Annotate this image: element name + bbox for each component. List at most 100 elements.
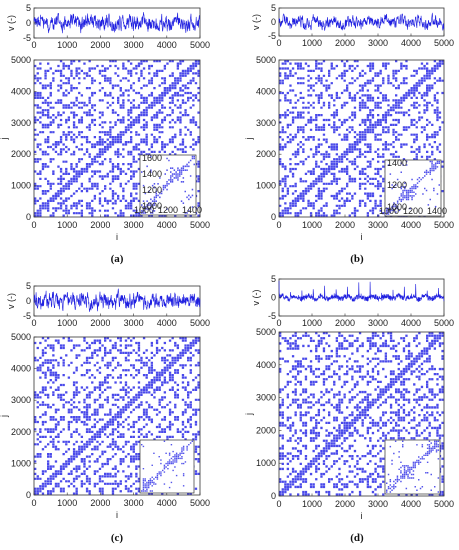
inset-points-d [386,440,440,493]
recurrence-a-xtick-label: 0 [31,220,36,230]
inset-ytick-label-b: 1200 [387,180,407,190]
signal-b-xtick-label: 1000 [302,38,322,48]
recurrence-xlabel-b: i [361,232,363,242]
signal-trace-d [278,280,445,303]
signal-a-xtick-label: 4000 [157,40,177,50]
recurrence-d-ytick-label: 4000 [256,360,276,370]
signal-b-xtick-label: 0 [276,38,281,48]
signal-b-ytick-label: 0 [271,17,276,27]
recurrence-a-ytick-label: 3000 [11,118,31,128]
signal-c-xtick-label: 2000 [90,318,110,328]
signal-a-xtick-label: 3000 [124,40,144,50]
signal-b-ytick-label: -5 [268,31,276,41]
recurrence-d-ytick-label: 1000 [256,458,276,468]
recurrence-a-ytick-label: 5000 [11,55,31,65]
recurrence-xlabel-c: i [116,510,118,520]
recurrence-c-xtick-label: 1000 [57,498,77,508]
signal-ylabel-a: v (-) [6,15,16,31]
panel-caption-c: (c) [111,532,124,544]
inset-points-a [141,155,195,214]
recurrence-axes-a [33,59,201,218]
signal-c-xtick-label: 4000 [157,318,177,328]
signal-d-ytick-label: 5 [271,274,276,284]
recurrence-b-ytick-label: 2000 [256,149,276,159]
panel-caption-a: (a) [111,253,124,265]
inset-points-c [141,440,194,492]
inset-ytick-label-b: 1000 [387,202,407,212]
signal-a-ytick-label: 0 [26,18,31,28]
signal-b-ytick-label: 5 [271,3,276,13]
signal-d-xtick-label: 3000 [368,318,388,328]
recurrence-c-xtick-label: 3000 [124,498,144,508]
recurrence-d-xtick-label: 2000 [335,499,355,509]
signal-b-xtick-label: 3000 [368,38,388,48]
recurrence-b-ytick-label: 4000 [256,86,276,96]
signal-trace-a [33,12,201,34]
signal-b-xtick-label: 2000 [335,38,355,48]
recurrence-plot-d: 0 1000 2000 3000 4000 5000 0 1000 2000 3000 4000 50… [244,327,454,521]
signal-b-xtick-label: 4000 [401,38,421,48]
recurrence-a-xtick-label: 5000 [190,220,210,230]
recurrence-d-ytick-label: 3000 [256,393,276,403]
recurrence-c-ytick-label: 4000 [11,364,31,374]
inset-xtick-label-a: 1000 [134,205,154,215]
recurrence-b-xtick-label: 3000 [368,220,388,230]
signal-d-xtick-label: 0 [276,318,281,328]
signal-a-xtick-label: 0 [31,40,36,50]
recurrence-a-ytick-label: 1000 [11,181,31,191]
recurrence-d-xtick-label: 0 [276,499,281,509]
recurrence-c-xtick-label: 2000 [90,498,110,508]
recurrence-a-ytick-label: 2000 [11,149,31,159]
signal-d-xtick-label: 5000 [434,318,454,328]
recurrence-a-xtick-label: 1000 [57,220,77,230]
inset-points-b [386,160,440,215]
recurrence-b-ytick-label: 5000 [256,55,276,65]
signal-d-ytick-label: -5 [268,311,276,321]
recurrence-b-xtick-label: 2000 [335,220,355,230]
signal-d-xtick-label: 4000 [401,318,421,328]
recurrence-c-ytick-label: 0 [26,490,31,500]
signal-b-xtick-label: 5000 [434,38,454,48]
recurrence-c-xtick-label: 0 [31,498,36,508]
recurrence-b-xtick-label: 0 [276,220,281,230]
inset-ytick-label-a: 1600 [142,153,162,163]
inset-xtick-label-b: 1000 [379,206,399,216]
recurrence-ylabel-a: j [0,138,9,141]
inset-xtick-label-a: 1200 [158,205,178,215]
recurrence-xlabel-a: i [116,232,118,242]
recurrence-axes-c [33,336,201,496]
recurrence-points-a [34,60,200,217]
recurrence-a-xtick-label: 4000 [157,220,177,230]
recurrence-c-ytick-label: 2000 [11,427,31,437]
recurrence-c-ytick-label: 5000 [11,332,31,342]
signal-trace-c [33,288,201,312]
recurrence-a-xtick-label: 3000 [124,220,144,230]
signal-d-ytick-label: 0 [271,293,276,303]
recurrence-b-ytick-label: 0 [271,212,276,222]
recurrence-d-xtick-label: 4000 [401,499,421,509]
recurrence-b-xtick-label: 4000 [401,220,421,230]
inset-xtick-label-a: 1400 [182,205,202,215]
recurrence-ylabel-b: j [244,138,254,141]
signal-ylabel-b: v (-) [251,14,261,30]
signal-c-xtick-label: 3000 [124,318,144,328]
signal-ylabel-c: v (-) [6,293,16,309]
recurrence-d-xtick-label: 1000 [302,499,322,509]
recurrence-ylabel-c: j [0,415,9,418]
signal-ylabel-d: v (-) [251,290,261,306]
panel-caption-d: (d) [350,532,364,544]
panel-caption-b: (b) [350,253,364,265]
inset-ytick-label-a: 1200 [142,185,162,195]
recurrence-plot-a: 0 1000 2000 3000 4000 5000 0 1000 2000 3000 4000 50… [0,55,210,242]
inset-ytick-label-a: 1000 [142,201,162,211]
signal-c-ytick-label: 5 [26,281,31,291]
inset-frame-c [139,439,195,494]
recurrence-d-ytick-label: 0 [271,491,276,501]
